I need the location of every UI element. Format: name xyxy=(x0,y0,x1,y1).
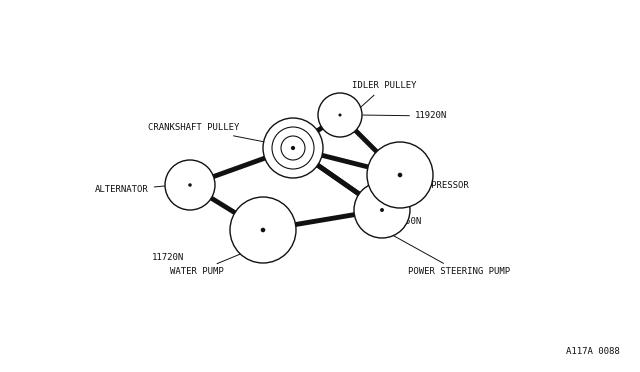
Circle shape xyxy=(291,146,295,150)
Text: COMPRESSOR: COMPRESSOR xyxy=(403,176,468,189)
Text: IDLER PULLEY: IDLER PULLEY xyxy=(344,81,417,122)
Text: POWER STEERING PUMP: POWER STEERING PUMP xyxy=(378,227,510,276)
Circle shape xyxy=(339,113,342,116)
Circle shape xyxy=(263,118,323,178)
Circle shape xyxy=(281,136,305,160)
Text: 11920N: 11920N xyxy=(363,112,447,121)
Circle shape xyxy=(165,160,215,210)
Text: 11720N: 11720N xyxy=(152,253,184,263)
Text: WATER PUMP: WATER PUMP xyxy=(170,249,252,276)
Circle shape xyxy=(260,228,266,232)
Circle shape xyxy=(188,183,192,187)
Circle shape xyxy=(272,127,314,169)
Circle shape xyxy=(318,93,362,137)
Text: ALTERNATOR: ALTERNATOR xyxy=(95,185,172,195)
Circle shape xyxy=(230,197,296,263)
Text: A117A 0088: A117A 0088 xyxy=(566,347,620,356)
Circle shape xyxy=(354,182,410,238)
Circle shape xyxy=(380,208,384,212)
Circle shape xyxy=(367,142,433,208)
Text: 11950N: 11950N xyxy=(363,211,422,227)
Text: CRANKSHAFT PULLEY: CRANKSHAFT PULLEY xyxy=(148,124,268,142)
Circle shape xyxy=(397,173,403,177)
